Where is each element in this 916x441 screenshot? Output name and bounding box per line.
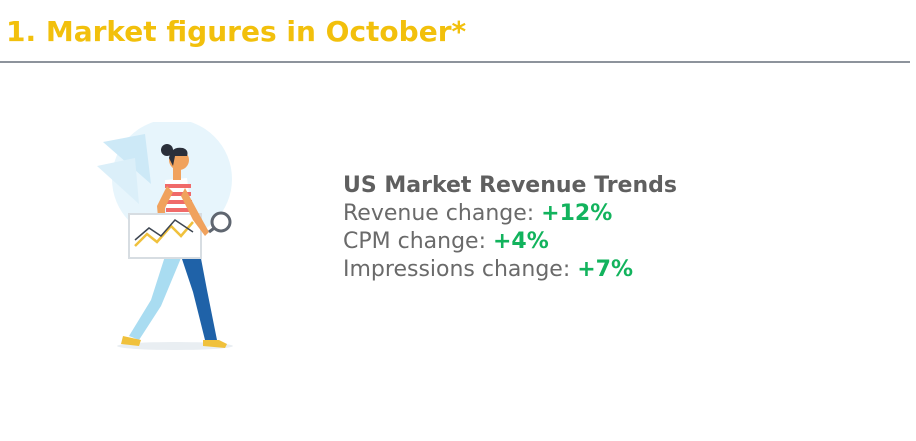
- revenue-change-label: Revenue change:: [343, 201, 542, 226]
- title-divider: [0, 61, 910, 63]
- woman-with-chart-illustration: [95, 119, 255, 354]
- impressions-change-label: Impressions change:: [343, 257, 578, 282]
- impressions-change-line: Impressions change: +7%: [343, 256, 677, 284]
- revenue-change-value: +12%: [541, 201, 613, 226]
- cpm-change-label: CPM change:: [343, 229, 493, 254]
- market-summary: US Market Revenue Trends Revenue change:…: [343, 172, 677, 284]
- page-title: 1. Market figures in October*: [6, 15, 467, 48]
- cpm-change-line: CPM change: +4%: [343, 228, 677, 256]
- summary-heading: US Market Revenue Trends: [343, 173, 677, 198]
- revenue-change-line: Revenue change: +12%: [343, 200, 677, 228]
- impressions-change-value: +7%: [577, 257, 634, 282]
- cpm-change-value: +4%: [492, 229, 549, 254]
